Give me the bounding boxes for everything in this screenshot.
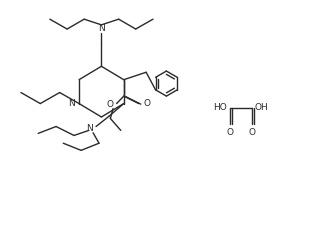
Text: OH: OH <box>255 103 268 112</box>
Text: N: N <box>86 124 93 133</box>
Text: HO: HO <box>213 103 227 112</box>
Text: O: O <box>248 128 256 137</box>
Text: N: N <box>68 99 75 108</box>
Text: O: O <box>106 100 113 109</box>
Text: N: N <box>98 24 105 33</box>
Text: O: O <box>143 99 150 108</box>
Text: O: O <box>226 128 233 137</box>
